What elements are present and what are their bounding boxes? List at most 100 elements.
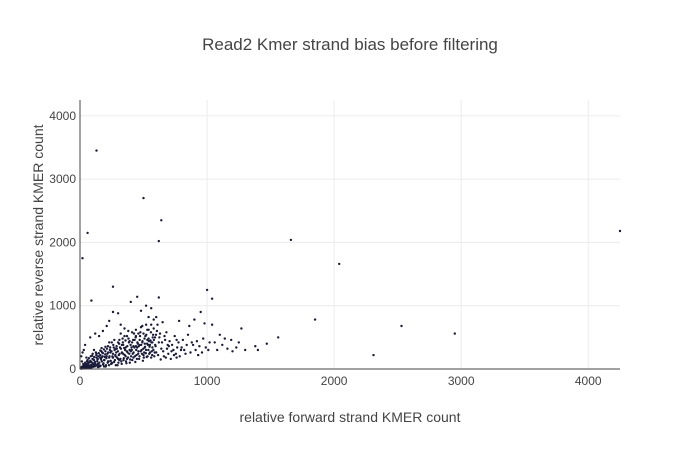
- data-point: [118, 352, 121, 355]
- data-point: [80, 360, 84, 363]
- data-point: [453, 332, 456, 335]
- data-point: [139, 350, 142, 353]
- data-point: [163, 334, 166, 338]
- data-point: [157, 239, 160, 243]
- chart-title: Read2 Kmer strand bias before filtering: [202, 35, 498, 54]
- data-point: [125, 362, 128, 365]
- data-point: [143, 346, 146, 349]
- data-point: [99, 353, 102, 357]
- data-point: [177, 341, 180, 344]
- data-point: [118, 338, 121, 342]
- data-point: [119, 347, 123, 350]
- data-point: [128, 340, 131, 343]
- data-point: [104, 350, 107, 353]
- data-point: [147, 315, 150, 319]
- data-point: [152, 318, 155, 321]
- data-point: [121, 341, 125, 344]
- data-point: [157, 296, 160, 299]
- data-point: [118, 358, 121, 362]
- data-point: [102, 348, 106, 351]
- data-point: [160, 219, 163, 222]
- data-point: [129, 343, 132, 347]
- data-point: [156, 353, 160, 357]
- data-point: [106, 360, 110, 363]
- data-point: [109, 346, 112, 349]
- data-point: [100, 346, 103, 350]
- data-point: [111, 352, 115, 355]
- data-point: [172, 353, 176, 357]
- data-point: [80, 355, 83, 358]
- data-point: [195, 340, 199, 343]
- data-point: [194, 348, 197, 352]
- data-point: [153, 336, 157, 339]
- data-point: [132, 332, 136, 335]
- y-tick-label: 1000: [49, 299, 76, 313]
- data-point: [102, 365, 106, 368]
- data-point: [113, 358, 117, 362]
- data-point: [139, 326, 143, 329]
- data-point: [132, 345, 135, 348]
- data-point: [97, 355, 100, 358]
- data-point: [101, 352, 105, 355]
- data-point: [170, 350, 173, 353]
- data-point: [221, 343, 224, 347]
- data-point: [157, 341, 160, 344]
- data-point: [109, 359, 112, 362]
- data-point: [205, 288, 209, 292]
- data-point: [159, 358, 162, 361]
- data-point: [120, 360, 123, 363]
- data-point: [131, 358, 134, 362]
- data-point: [96, 365, 100, 369]
- data-point: [256, 348, 260, 352]
- data-point: [104, 345, 107, 348]
- data-point: [123, 348, 127, 352]
- data-point: [141, 359, 145, 362]
- data-point: [175, 338, 178, 342]
- data-point: [137, 357, 141, 361]
- x-tick-label: 3000: [448, 374, 475, 388]
- data-point: [94, 332, 97, 335]
- data-point: [154, 343, 157, 347]
- data-point: [85, 360, 89, 363]
- data-point: [142, 196, 145, 200]
- data-points: [79, 149, 622, 370]
- data-point: [129, 350, 132, 353]
- data-point: [115, 347, 119, 350]
- data-point: [226, 347, 229, 350]
- data-point: [112, 360, 116, 364]
- data-point: [83, 343, 87, 347]
- data-point: [145, 333, 148, 336]
- data-point: [119, 332, 122, 335]
- data-point: [97, 352, 101, 355]
- data-point: [116, 341, 120, 344]
- data-point: [218, 333, 221, 336]
- data-point: [147, 348, 150, 352]
- data-point: [124, 360, 128, 363]
- y-tick-labels: 0 1000 2000 3000 4000: [49, 109, 76, 376]
- data-point: [91, 352, 94, 355]
- data-point: [313, 318, 317, 321]
- data-point: [207, 348, 210, 352]
- data-point: [115, 351, 118, 354]
- data-point: [104, 353, 107, 356]
- data-point: [338, 262, 341, 266]
- data-point: [90, 354, 94, 357]
- data-point: [184, 352, 187, 355]
- data-point: [85, 365, 88, 369]
- data-point: [162, 350, 165, 353]
- data-point: [81, 365, 84, 368]
- data-point: [99, 349, 102, 352]
- data-point: [208, 341, 211, 344]
- data-point: [93, 355, 96, 359]
- data-point: [122, 352, 125, 355]
- data-point: [237, 341, 240, 344]
- data-point: [108, 348, 112, 352]
- data-point: [140, 352, 144, 355]
- data-point: [95, 364, 99, 367]
- data-point: [122, 357, 126, 360]
- data-point: [93, 360, 97, 364]
- data-point: [254, 345, 257, 348]
- data-point: [138, 334, 142, 338]
- data-point: [152, 348, 155, 352]
